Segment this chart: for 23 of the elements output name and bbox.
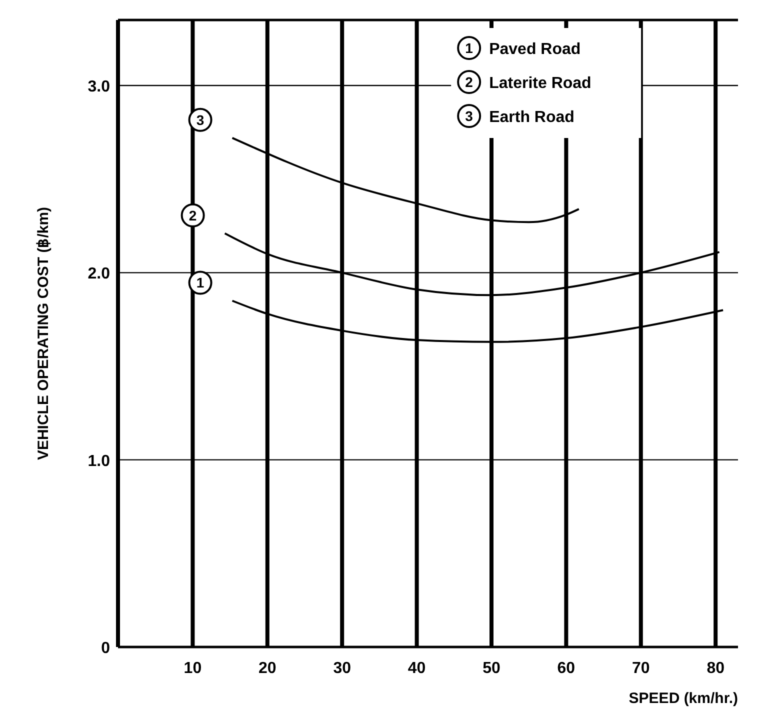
x-tick-label: 50 [482, 660, 500, 677]
text: 2 [465, 74, 473, 90]
annotation: 3 [196, 112, 204, 128]
x-tick-label: 10 [184, 660, 202, 677]
x-axis-title: SPEED (km/hr.) [628, 690, 738, 707]
y-axis-title: VEHICLE OPERATING COST (฿/km) [35, 206, 52, 460]
legend-label: Laterite Road [489, 75, 592, 92]
x-tick-label: 30 [333, 660, 352, 677]
y-tick-label: 2.0 [88, 266, 110, 283]
text: 3 [465, 108, 473, 124]
y-tick-label: 0 [101, 640, 110, 657]
x-tick-label: 60 [557, 660, 576, 677]
legend-label: Earth Road [489, 109, 574, 126]
y-tick-label: 1.0 [88, 452, 110, 470]
text: 1 [465, 40, 473, 56]
legend-label: Paved Road [489, 41, 581, 58]
y-tick-label: 3.0 [88, 78, 110, 96]
x-tick-label: 20 [258, 660, 276, 677]
annotation: 1 [196, 274, 204, 291]
annotation: 2 [188, 207, 197, 224]
x-tick-label: 70 [632, 660, 650, 677]
x-tick-label: 80 [706, 660, 725, 677]
x-tick-label: 40 [408, 660, 426, 677]
